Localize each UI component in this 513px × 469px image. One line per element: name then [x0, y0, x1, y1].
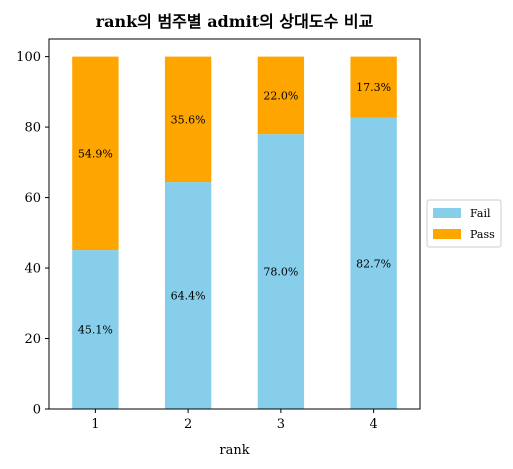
- legend-label-pass: Pass: [470, 228, 495, 241]
- plot-frame: [48, 38, 421, 410]
- data-label-fail-2: 64.4%: [171, 290, 206, 303]
- data-label-fail-4: 82.7%: [356, 257, 391, 270]
- x-tick-label-1: 1: [91, 417, 99, 432]
- x-axis: 1 2 3 4: [91, 409, 378, 432]
- data-labels-group: 45.1% 54.9% 64.4% 35.6% 78.0% 22.0% 82.7% 17.3%: [78, 81, 391, 336]
- bar-pass-1: [72, 56, 119, 251]
- y-tick-label-80: 80: [24, 121, 41, 136]
- legend-label-fail: Fail: [470, 207, 491, 220]
- y-tick-label-100: 100: [16, 50, 41, 65]
- legend-swatch-pass: [433, 229, 461, 239]
- bar-fail-2: [164, 182, 212, 409]
- y-axis: 0 20 40 60 80 100: [16, 50, 49, 418]
- x-axis-label: rank: [219, 443, 249, 458]
- legend-swatch-fail: [433, 208, 461, 218]
- x-tick-label-2: 2: [184, 417, 192, 432]
- y-tick-label-0: 0: [33, 403, 41, 418]
- y-tick-label-60: 60: [24, 191, 41, 206]
- bar-fail-4: [350, 117, 397, 409]
- data-label-pass-4: 17.3%: [356, 81, 391, 94]
- legend: Fail Pass: [426, 199, 502, 248]
- bar-pass-3: [257, 56, 305, 135]
- data-label-fail-1: 45.1%: [78, 324, 113, 337]
- data-label-pass-2: 35.6%: [171, 113, 206, 126]
- bar-fail-1: [72, 250, 119, 409]
- bar-fail-3: [257, 134, 305, 409]
- y-tick-label-20: 20: [24, 332, 41, 347]
- data-label-pass-1: 54.9%: [78, 147, 113, 160]
- chart-title: rank의 범주별 admit의 상대도수 비교: [96, 12, 374, 31]
- data-label-pass-3: 22.0%: [263, 89, 298, 102]
- bar-pass-4: [350, 56, 397, 118]
- bar-pass-2: [164, 56, 212, 183]
- y-tick-label-40: 40: [24, 262, 41, 277]
- x-tick-label-4: 4: [369, 417, 377, 432]
- bars-group: [72, 56, 397, 409]
- data-label-fail-3: 78.0%: [263, 266, 298, 279]
- x-tick-label-3: 3: [277, 417, 285, 432]
